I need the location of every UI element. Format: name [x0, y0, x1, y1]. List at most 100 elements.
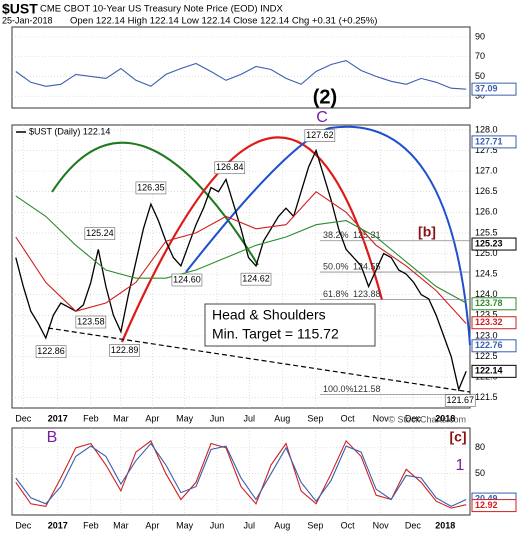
point-label-box — [171, 273, 203, 287]
point-label: 122.86 — [37, 346, 65, 356]
series-line — [15, 60, 467, 90]
value-tag — [471, 316, 517, 330]
x-tick-label: 2018 — [435, 413, 455, 423]
x-tick-label: Aug — [274, 520, 290, 530]
panel — [11, 427, 471, 516]
y-tick-label: 125.5 — [475, 227, 498, 237]
green-arc — [51, 141, 259, 266]
x-tick-label: Sep — [307, 413, 323, 423]
y-tick-label: 121.5 — [475, 392, 498, 402]
x-tick-label: Feb — [83, 413, 99, 423]
series-line — [15, 442, 467, 508]
y-tick-label: 128.0 — [475, 124, 498, 134]
annotation: C — [316, 109, 328, 126]
y-tick-label: 70 — [475, 51, 485, 61]
x-tick-label: Nov — [373, 413, 390, 423]
annotation-box — [204, 303, 376, 347]
point-label-box — [135, 181, 167, 195]
value-tag-label: 122.76 — [475, 340, 503, 350]
x-tick-label: Aug — [274, 413, 290, 423]
symbol: $UST — [2, 1, 38, 17]
x-tick-label: Apr — [145, 413, 159, 423]
value-tag-label: 123.32 — [475, 317, 503, 327]
point-label: 125.24 — [86, 228, 114, 238]
fib-value: 123.88 — [353, 289, 381, 299]
x-tick-label: Nov — [373, 520, 390, 530]
annotation: Min. Target = 115.72 — [212, 326, 339, 342]
point-label-box — [84, 227, 116, 240]
point-label: 121.67 — [446, 395, 474, 405]
fib-label: 100.0% — [323, 384, 354, 394]
y-tick-label: 123.0 — [475, 330, 498, 340]
annotation: B — [47, 429, 58, 446]
series-line — [15, 148, 467, 392]
value-tag-label: 127.71 — [475, 136, 503, 146]
value-tag-label: 125.23 — [475, 238, 503, 248]
y-tick-label: 90 — [475, 31, 485, 41]
point-label-box — [304, 129, 336, 142]
point-label-box — [75, 315, 107, 329]
series-line — [15, 190, 467, 324]
neckline — [47, 327, 471, 393]
x-tick-label: May — [176, 520, 194, 530]
value-tag-label: 122.14 — [475, 366, 503, 376]
value-tag-label: 20.49 — [475, 493, 498, 503]
point-label: 126.84 — [216, 162, 244, 172]
y-tick-label: 127.5 — [475, 145, 498, 155]
value-tag-label: 123.78 — [475, 298, 503, 308]
value-tag — [471, 297, 517, 311]
point-label: 123.58 — [77, 316, 105, 326]
point-label: 124.60 — [173, 274, 201, 284]
point-label: 126.35 — [137, 182, 165, 192]
annotation: [b] — [418, 224, 436, 240]
x-tick-label: 2017 — [48, 520, 68, 530]
annotation: [c] — [449, 429, 466, 445]
y-tick-label: 125.0 — [475, 248, 498, 258]
y-tick-label: 126.0 — [475, 207, 498, 217]
x-tick-label: Apr — [145, 520, 159, 530]
fib-value: 121.58 — [353, 384, 381, 394]
date: 25-Jan-2018 — [2, 15, 53, 25]
chart-title: CME CBOT 10-Year US Treasury Note Price … — [40, 4, 284, 15]
x-tick-label: Dec — [405, 520, 422, 530]
x-tick-label: Mar — [113, 520, 129, 530]
x-tick-label: 2018 — [435, 520, 455, 530]
blue-arc — [185, 125, 471, 346]
x-tick-label: May — [176, 413, 194, 423]
point-label-box — [240, 272, 272, 286]
x-tick-label: Jul — [244, 520, 256, 530]
value-tag — [471, 499, 517, 513]
y-tick-label: 80 — [475, 442, 485, 452]
panel — [11, 26, 471, 109]
x-tick-label: Jun — [210, 520, 225, 530]
x-tick-label: Jun — [210, 413, 225, 423]
fib-label: 50.0% — [323, 261, 349, 271]
y-tick-label: 126.5 — [475, 186, 498, 196]
point-label: 124.62 — [242, 274, 270, 284]
value-tag-label: 12.92 — [475, 500, 498, 510]
value-tag — [471, 82, 517, 96]
x-tick-label: Sep — [307, 520, 323, 530]
quote: Open 122.14 High 122.14 Low 122.14 Close… — [70, 16, 377, 27]
value-tag — [471, 364, 517, 378]
point-label: 122.89 — [111, 345, 139, 355]
point-label: 127.62 — [306, 130, 334, 140]
point-label-box — [214, 161, 246, 175]
value-tag-label: 37.09 — [475, 84, 498, 94]
watermark: © StockCharts.com — [388, 414, 466, 424]
y-tick-label: 124.0 — [475, 289, 498, 299]
annotation: Head & Shoulders — [212, 307, 326, 323]
x-tick-label: Oct — [341, 520, 356, 530]
x-tick-label: Dec — [405, 413, 422, 423]
x-tick-label: Feb — [83, 520, 99, 530]
y-tick-label: 122.5 — [475, 351, 498, 361]
point-label-box — [35, 345, 67, 358]
value-tag — [471, 339, 517, 353]
annotation: (2) — [313, 86, 337, 108]
series-line — [15, 195, 467, 304]
y-tick-label: 50 — [475, 71, 485, 81]
x-tick-label: 2017 — [48, 413, 68, 423]
point-label-box — [109, 344, 140, 357]
x-tick-label: Mar — [113, 413, 129, 423]
